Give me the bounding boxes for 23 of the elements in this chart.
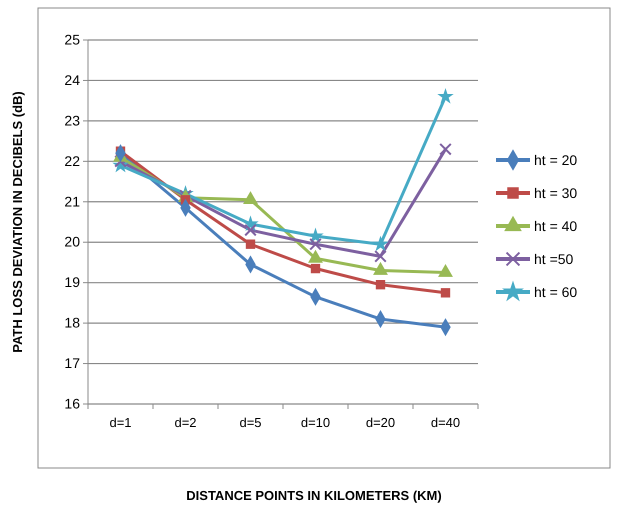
y-tick-label: 16 — [64, 395, 80, 412]
y-axis-title: PATH LOSS DEVIATION IN DECIBELS (dB) — [10, 91, 25, 353]
x-axis-title: DISTANCE POINTS IN KILOMETERS (KM) — [186, 488, 442, 503]
y-tick-label: 24 — [64, 72, 80, 88]
y-tick-label: 22 — [64, 152, 80, 169]
legend-label: ht = 20 — [534, 152, 578, 168]
legend-label: ht = 40 — [534, 218, 578, 234]
x-tick-label: d=10 — [300, 415, 330, 430]
x-tick-label: d=20 — [366, 415, 396, 430]
y-tick-label: 25 — [64, 31, 80, 48]
legend-label: ht =50 — [534, 251, 574, 267]
y-tick-label: 18 — [64, 314, 80, 331]
x-tick-label: d=40 — [430, 415, 460, 430]
legend-label: ht = 30 — [534, 185, 578, 201]
y-tick-label: 19 — [64, 274, 80, 290]
y-tick-label: 17 — [64, 355, 80, 372]
x-tick-label: d=5 — [239, 415, 262, 430]
y-tick-label: 21 — [64, 193, 80, 210]
x-tick-label: d=1 — [109, 415, 132, 430]
legend-label: ht = 60 — [534, 284, 578, 300]
y-tick-label: 23 — [64, 112, 80, 128]
x-tick-label: d=2 — [174, 415, 197, 430]
y-tick-label: 20 — [64, 234, 80, 250]
